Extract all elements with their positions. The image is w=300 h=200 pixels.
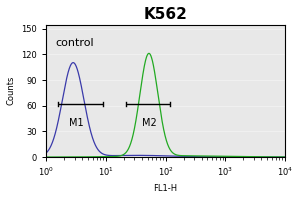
Title: K562: K562 [144,7,188,22]
Text: M2: M2 [142,118,157,128]
X-axis label: FL1-H: FL1-H [154,184,178,193]
Text: control: control [56,38,94,48]
Text: M1: M1 [69,118,84,128]
Y-axis label: Counts: Counts [7,76,16,105]
